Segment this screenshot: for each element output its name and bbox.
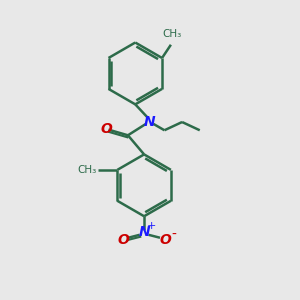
Text: N: N [138, 225, 150, 239]
Text: O: O [100, 122, 112, 136]
Text: -: - [171, 227, 176, 242]
Text: CH₃: CH₃ [163, 29, 182, 39]
Text: O: O [117, 233, 129, 247]
Text: +: + [147, 221, 156, 231]
Text: CH₃: CH₃ [77, 165, 96, 175]
Text: O: O [159, 233, 171, 247]
Text: N: N [143, 115, 155, 129]
